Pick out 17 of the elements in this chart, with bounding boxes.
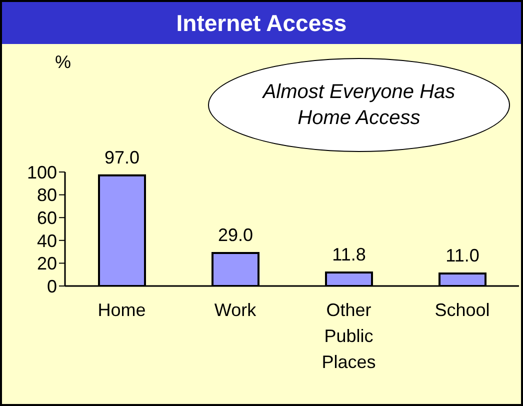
x-tick-label: Home [98,300,146,320]
data-label: 11.8 [332,244,366,265]
data-label: 97.0 [104,147,140,168]
data-label: 11.0 [446,245,480,266]
chart-title: Internet Access [2,2,521,44]
x-tick-label: School [434,300,490,320]
y-tick-label: 20 [36,254,57,274]
ellipse-callout: Almost Everyone Has Home Access [208,58,510,152]
y-tick-label: 60 [36,208,57,228]
y-tick-label: 100 [26,162,57,182]
data-label: 29.0 [218,224,254,245]
y-tick-label: 0 [46,276,57,296]
text: % [55,52,72,73]
y-tick-label: 40 [36,230,57,251]
x-tick-label: Work [214,300,258,320]
y-tick-label: 80 [36,185,57,206]
x-tick-label: Other Public Places [322,300,376,372]
